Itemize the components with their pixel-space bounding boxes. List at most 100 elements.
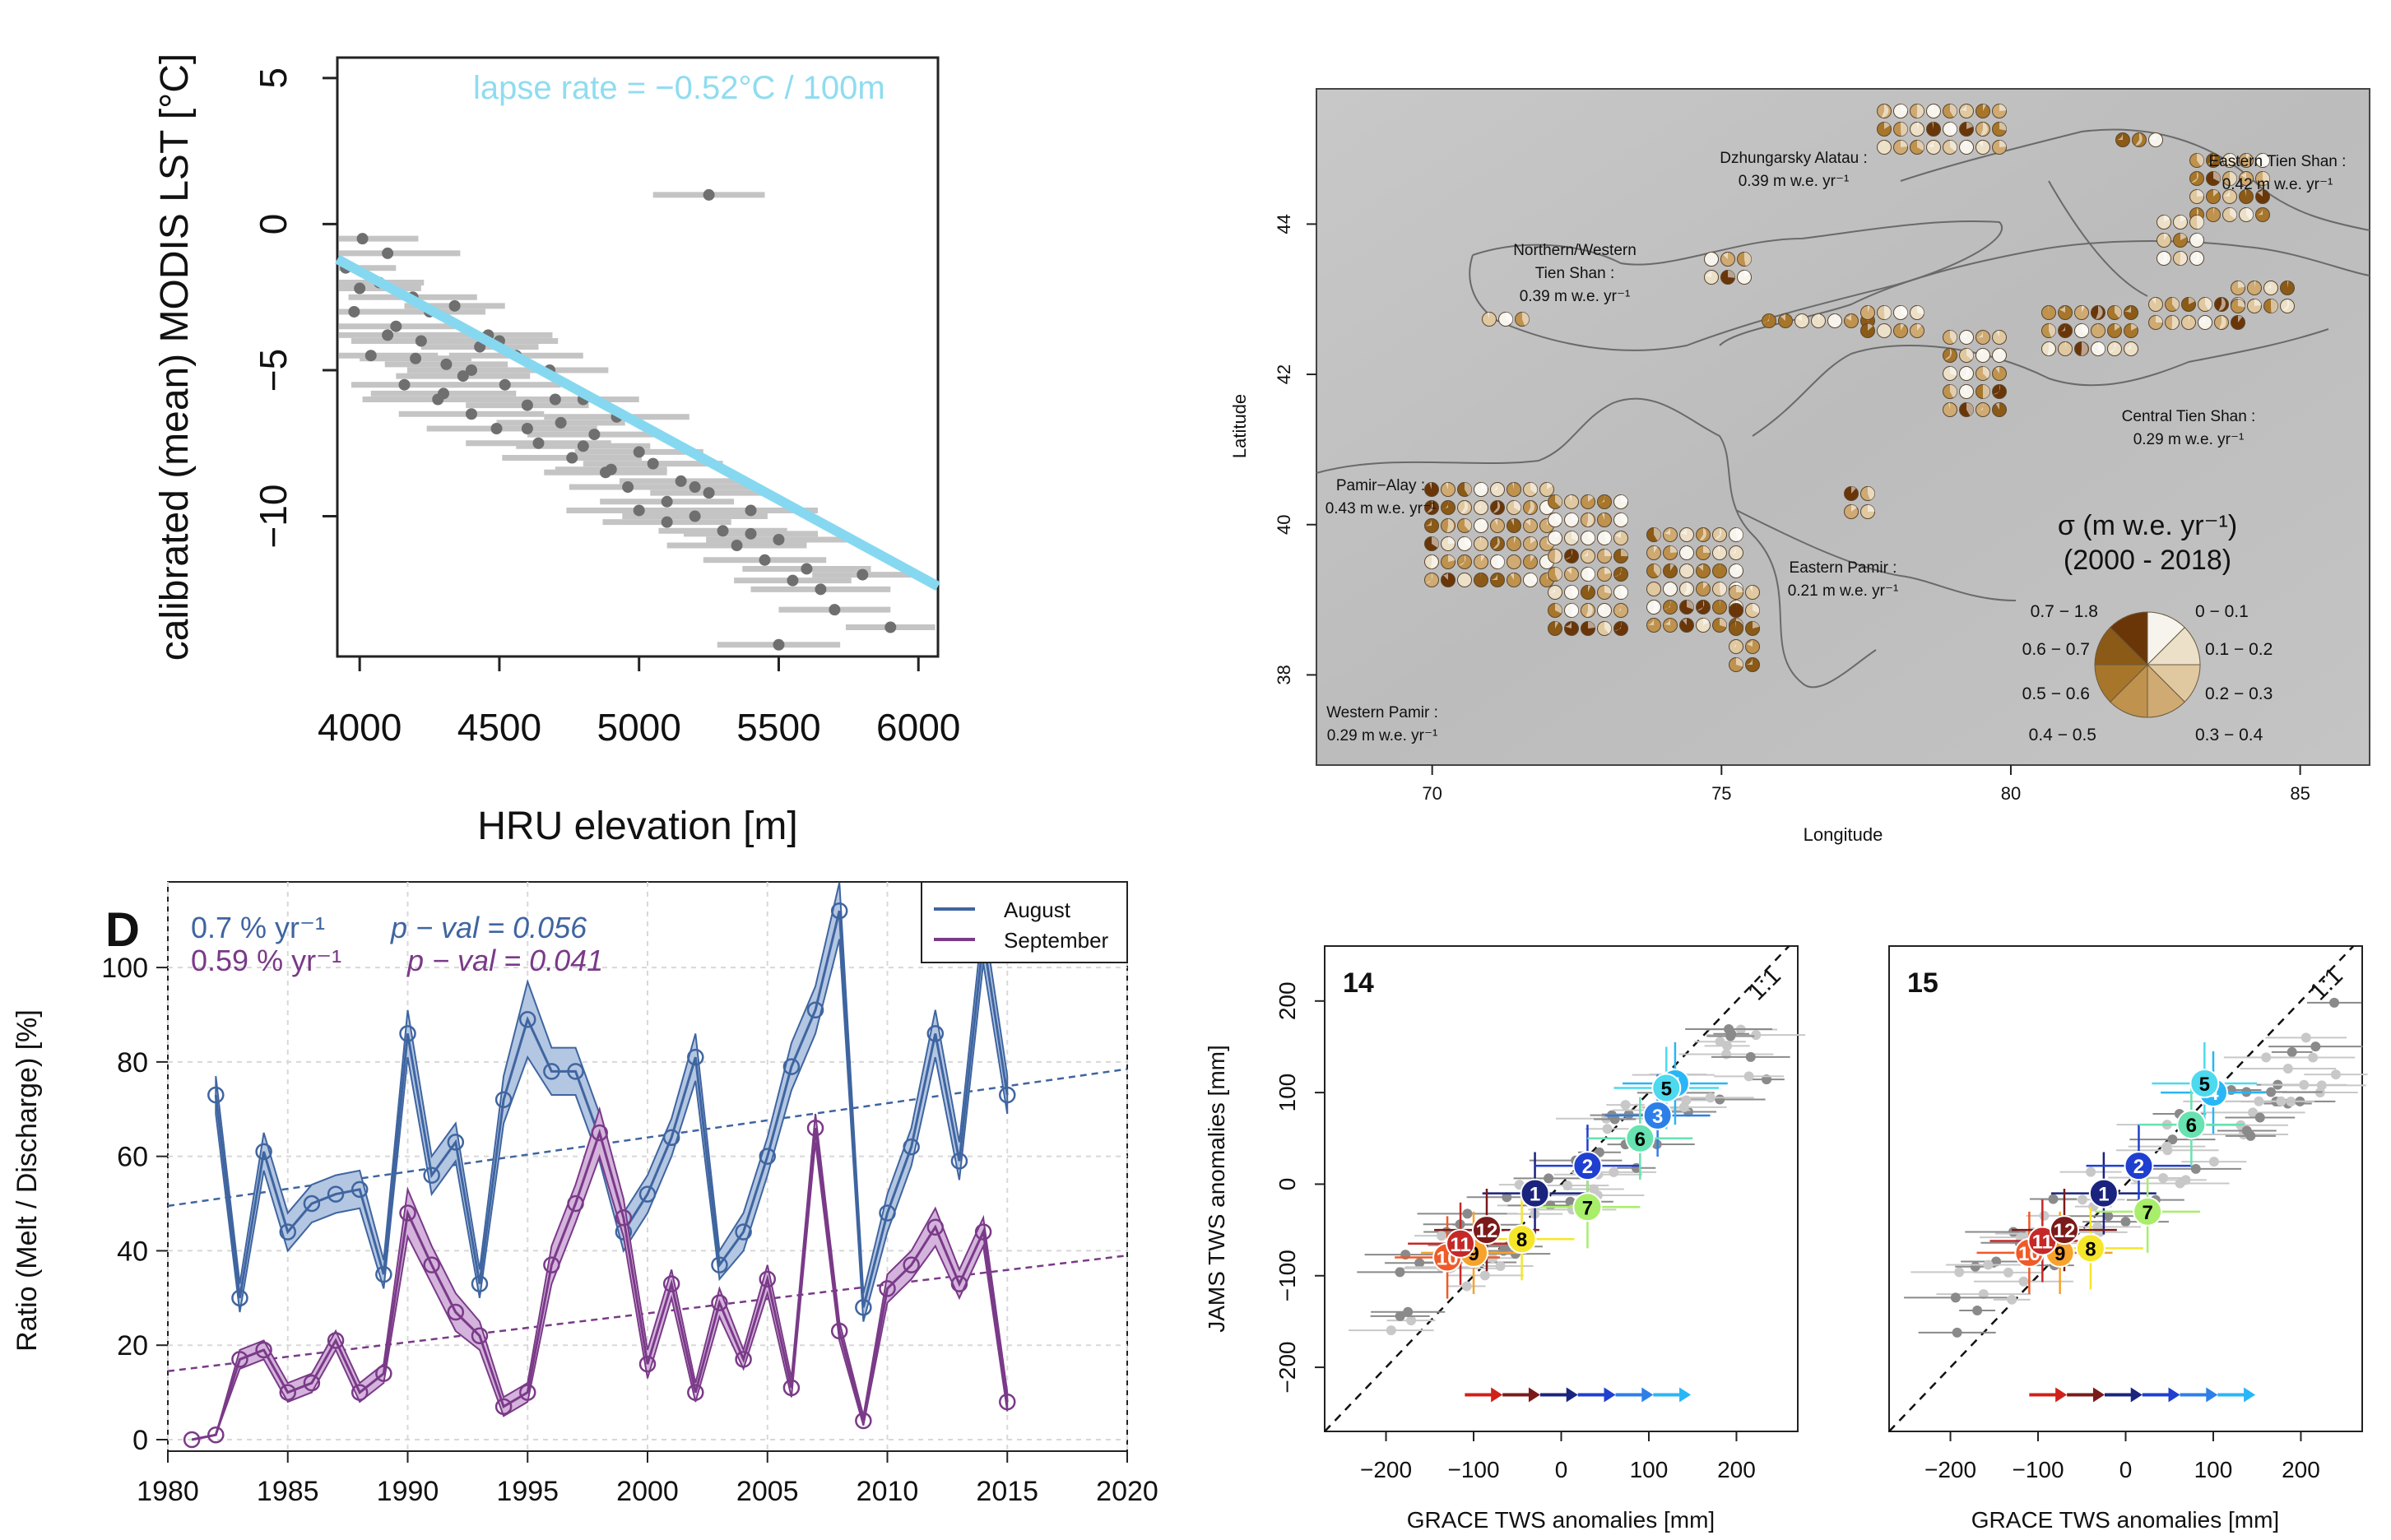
month-label: 8 [2085, 1238, 2096, 1260]
legend-september-label: September [1004, 928, 1109, 953]
y-axis-label: Ratio (Melt / Discharge) [%] [12, 1009, 43, 1352]
glacier-pie-wedge [1424, 518, 1432, 526]
region-name-central-tien-shan: Central Tien Shan : [2122, 408, 2256, 425]
glacier-pie-wedge [2222, 189, 2230, 197]
month-label: 9 [2054, 1243, 2065, 1265]
glacier-pie-wedge [1851, 486, 1856, 494]
data-point [2167, 1134, 2178, 1145]
august-trend-text: 0.7 % yr⁻¹ [191, 911, 325, 944]
region-name-northern-western-2: Tien Shan : [1535, 265, 1614, 282]
data-point [532, 437, 545, 449]
legend-class-label: 0.2 − 0.3 [2205, 684, 2273, 703]
legend-class-label: 0.3 − 0.4 [2195, 726, 2263, 744]
region-value-dzhungarsky: 0.39 m w.e. yr⁻¹ [1739, 173, 1850, 190]
month-label: 3 [1652, 1106, 1663, 1128]
legend: August September [921, 881, 1128, 963]
glacier-pie-wedge [1703, 545, 1711, 553]
glacier-pie-wedge [1735, 621, 1736, 629]
data-point [773, 638, 785, 651]
glacier-pie-wedge [1962, 366, 1970, 379]
data-point [773, 533, 785, 545]
data-point [1479, 1270, 1490, 1281]
glacier-pie-wedge [1460, 500, 1469, 514]
region-name-eastern-tien-shan: Eastern Tien Shan : [2209, 153, 2347, 170]
data-point [787, 574, 799, 587]
data-point [1983, 1259, 1994, 1270]
melt-ratio-chart: 1980 1985 1990 1995 2000 2005 2010 2015 2020 0 20… [12, 881, 1158, 1507]
y-axis: 200 100 0 −100 −200 [1274, 981, 1325, 1394]
series-point [687, 1384, 704, 1401]
glacier-pie-wedge [1995, 366, 1999, 373]
data-point [703, 487, 715, 499]
glacier-pie-wedge [2238, 281, 2245, 288]
glacier-pie-wedge [1522, 312, 1530, 326]
month-marker [1572, 1192, 1603, 1222]
data-point [1414, 1258, 1425, 1269]
september-trend-text: 0.59 % yr⁻¹ [191, 944, 341, 977]
x-tick-label: 2015 [976, 1476, 1038, 1507]
glacier-pie-wedge [1555, 494, 1562, 507]
y-tick-label: −10 [252, 485, 295, 549]
data-point [703, 188, 715, 201]
glacier-pie-wedge [1664, 600, 1671, 610]
data-point [1609, 1114, 1620, 1125]
glacier-pie-wedge [1588, 531, 1595, 542]
glacier-pie-wedge [2198, 315, 2206, 323]
month-marker [2176, 1110, 2207, 1140]
glacier-pie-wedge [2219, 315, 2226, 330]
series-point [375, 1365, 392, 1382]
series-point [903, 1256, 920, 1273]
series-point [855, 1412, 872, 1430]
data-point [2248, 1107, 2259, 1118]
y-tick-label: 60 [117, 1142, 148, 1173]
glacier-pie-wedge [1818, 313, 1820, 321]
data-point [1705, 1092, 1715, 1103]
series-point [303, 1194, 321, 1213]
data-point [2276, 1096, 2287, 1106]
glacier-pie-wedge [1959, 104, 1966, 111]
series-point [782, 1058, 801, 1075]
glacier-pie-wedge [1978, 348, 1983, 355]
month-marker [2075, 1233, 2105, 1264]
legend-title: σ (m w.e. yr⁻¹) [2058, 510, 2237, 541]
region-value-eastern-pamir: 0.21 m w.e. yr⁻¹ [1788, 582, 1899, 600]
glacier-pie-wedge [2208, 153, 2215, 165]
glacier-pie-wedge [1670, 545, 1678, 553]
season-arrowhead [2168, 1387, 2180, 1403]
data-point [521, 423, 533, 435]
month-label: 5 [2199, 1074, 2210, 1096]
data-point [2208, 1157, 2219, 1167]
glacier-pie-wedge [1670, 564, 1674, 571]
glacier-pie-wedge [1588, 621, 1595, 629]
x-tick-label: −100 [1447, 1457, 1499, 1482]
glacier-pie-wedge [2230, 171, 2237, 186]
x-axis-label: GRACE TWS anomalies [mm] [1407, 1507, 1715, 1533]
glacier-pie-wedge [1621, 513, 1628, 525]
series-point [711, 1294, 728, 1311]
data-point [884, 621, 897, 633]
glacier-pie-wedge [1966, 122, 1973, 129]
series [183, 882, 1016, 1449]
glacier-pie-wedge [1614, 531, 1621, 538]
glacier-pie-wedge [1950, 330, 1957, 344]
glacier-pie-wedge [1736, 527, 1743, 542]
data-point [2329, 997, 2340, 1008]
glacier-pie-wedge [1762, 313, 1770, 323]
glacier-pie-wedge [1442, 573, 1448, 580]
glacier-pie-wedge [1555, 621, 1559, 629]
series-point [447, 1134, 465, 1151]
x-tick-label: 0 [2119, 1457, 2133, 1482]
x-tick-label: 100 [2194, 1457, 2233, 1482]
glacier-pie-wedge [2254, 281, 2256, 288]
data-point [457, 370, 469, 383]
data-point [2300, 1032, 2311, 1043]
series-point [447, 1303, 465, 1321]
glacier-pie-wedge [2213, 171, 2221, 182]
glacier-pie-wedge [1663, 527, 1670, 535]
glacier-pie-wedge [1555, 567, 1562, 581]
y-tick-label: 40 [1274, 514, 1294, 534]
series-point [255, 1341, 272, 1359]
glacier-pie-wedge [1929, 104, 1934, 111]
data-point [2245, 1130, 2256, 1141]
